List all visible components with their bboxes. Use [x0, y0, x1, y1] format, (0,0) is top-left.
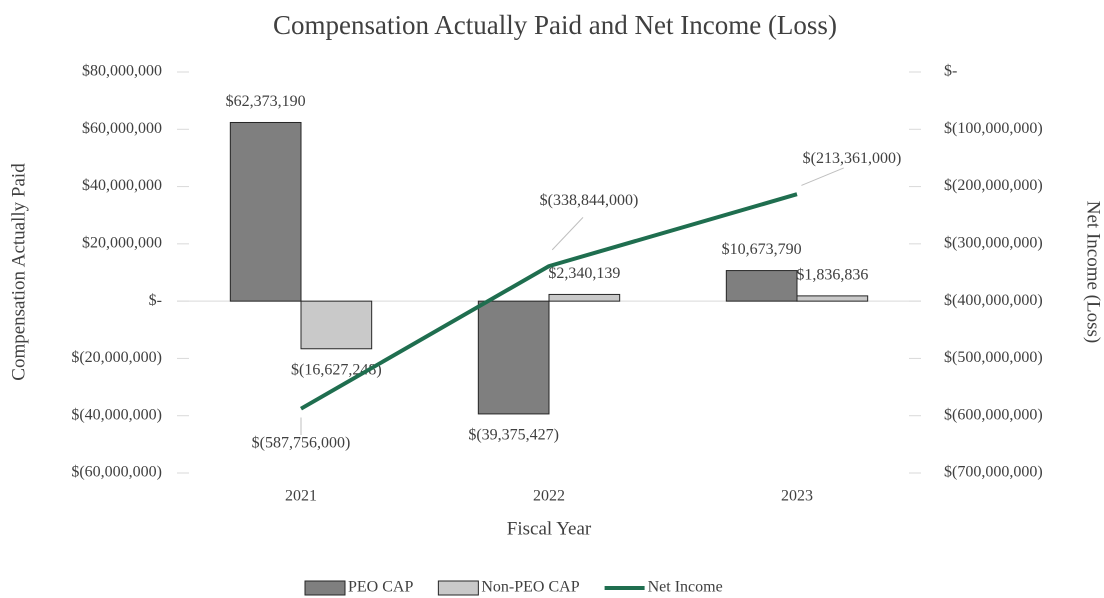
- y-tick-label: $60,000,000: [82, 120, 162, 137]
- bar: [300, 300, 373, 350]
- y2-tick-label: $(200,000,000): [944, 177, 1043, 194]
- y2-tick-label: $(300,000,000): [944, 235, 1043, 252]
- x-axis-title: Fiscal Year: [507, 518, 592, 539]
- bar: [229, 121, 302, 302]
- y2-tick-label: $(600,000,000): [944, 406, 1043, 423]
- bar: [477, 300, 550, 415]
- y-axis-title: Compensation Actually Paid: [8, 163, 29, 381]
- y-tick-label: $(20,000,000): [71, 349, 162, 366]
- data-label: $(39,375,427): [468, 427, 559, 444]
- y2-tick-label: $(500,000,000): [944, 349, 1043, 366]
- legend-label: PEO CAP: [348, 579, 413, 596]
- line: [300, 192, 798, 411]
- bar: [796, 295, 869, 302]
- bar: [548, 293, 621, 302]
- legend-swatch: [304, 580, 346, 596]
- y2-tick-label: $(700,000,000): [944, 464, 1043, 481]
- x-tick-label: 2022: [533, 488, 565, 505]
- chart-title: Compensation Actually Paid and Net Incom…: [273, 10, 837, 40]
- legend-label: Net Income: [648, 579, 723, 596]
- data-label: $10,673,790: [722, 241, 802, 258]
- y-tick-label: $-: [149, 292, 162, 309]
- data-label: $(587,756,000): [252, 434, 351, 451]
- y-tick-label: $20,000,000: [82, 235, 162, 252]
- y-tick-label: $(40,000,000): [71, 406, 162, 423]
- y2-tick-label: $(400,000,000): [944, 292, 1043, 309]
- data-label: $62,373,190: [226, 93, 306, 110]
- leader-line: [551, 217, 584, 251]
- leader-line: [801, 167, 844, 186]
- data-label: $2,340,139: [548, 265, 620, 282]
- y2-tick-label: $-: [944, 63, 957, 80]
- legend-label: Non-PEO CAP: [481, 579, 579, 596]
- data-label: $(338,844,000): [540, 192, 639, 209]
- y2-axis-title: Net Income (Loss): [1083, 201, 1104, 343]
- y-tick-label: $(60,000,000): [71, 464, 162, 481]
- y-tick-label: $80,000,000: [82, 63, 162, 80]
- bar: [725, 270, 798, 302]
- x-tick-label: 2023: [781, 488, 813, 505]
- data-label: $1,836,836: [796, 267, 868, 284]
- data-label: $(213,361,000): [803, 150, 902, 167]
- y2-tick-label: $(100,000,000): [944, 120, 1043, 137]
- legend-swatch: [437, 580, 479, 596]
- x-tick-label: 2021: [285, 488, 317, 505]
- y-tick-label: $40,000,000: [82, 177, 162, 194]
